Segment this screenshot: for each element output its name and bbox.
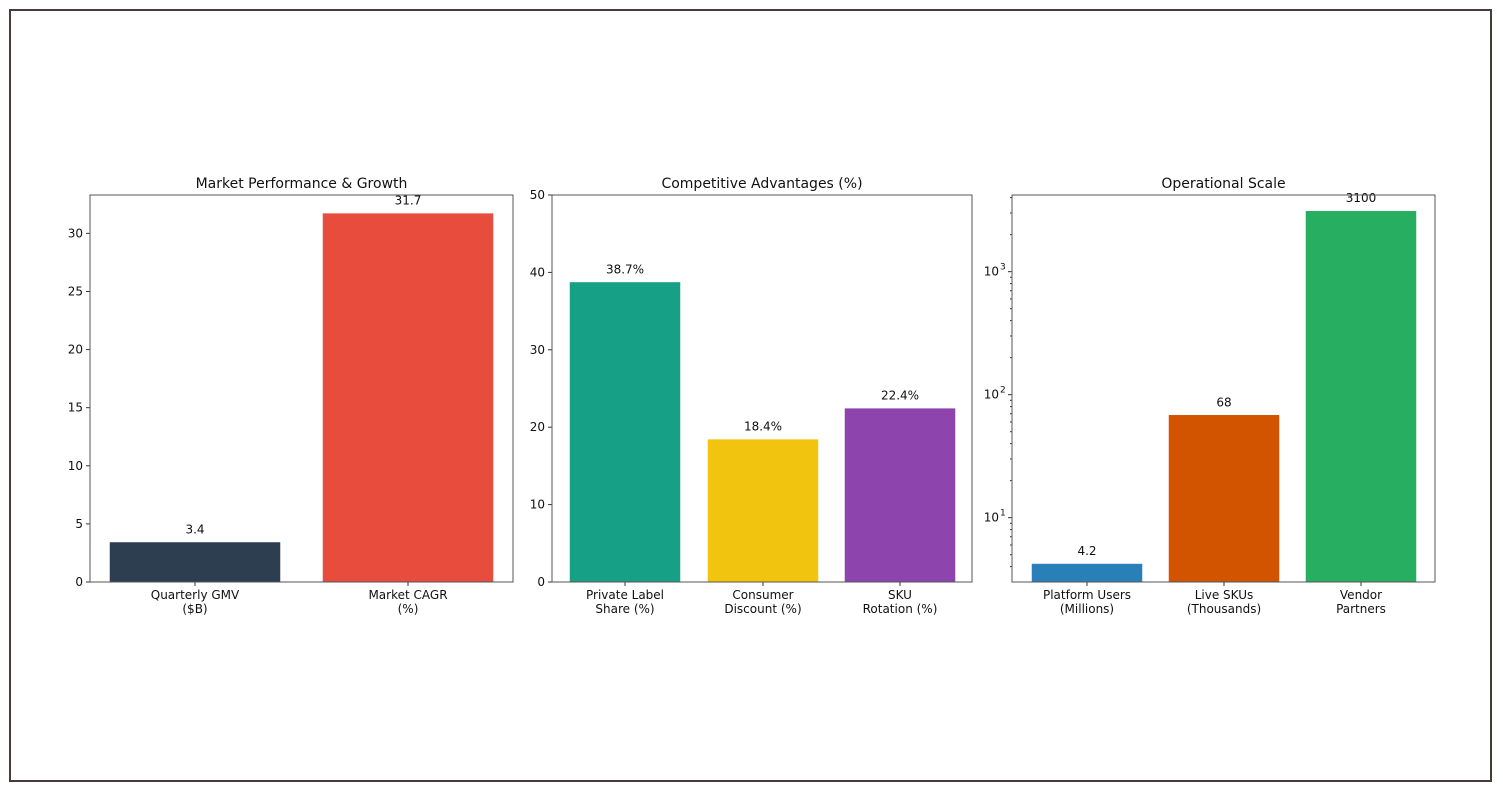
x-tick-label: SKU: [888, 588, 912, 602]
bar-value-label: 18.4%: [744, 420, 782, 434]
y-tick-label: 20: [530, 420, 545, 434]
y-tick-label: 50: [530, 188, 545, 202]
bar-value-label: 38.7%: [606, 262, 644, 276]
y-tick-label: 10: [984, 511, 999, 525]
y-tick-label: 15: [68, 401, 83, 415]
y-tick-exponent: 1: [1000, 509, 1006, 519]
chart-title: Market Performance & Growth: [196, 176, 408, 192]
x-tick-label: (Millions): [1060, 602, 1114, 616]
x-tick-label: Rotation (%): [863, 602, 938, 616]
y-tick-exponent: 3: [1000, 263, 1006, 273]
bar: [1168, 415, 1280, 583]
plot-area-frame: [551, 194, 973, 583]
x-tick-label: Platform Users: [1043, 588, 1131, 602]
y-tick-label: 5: [75, 517, 83, 531]
x-tick-label: Consumer: [732, 588, 793, 602]
y-tick-label: 10: [68, 459, 83, 473]
bar-value-label: 3100: [1346, 191, 1377, 205]
bar: [707, 439, 819, 583]
x-tick-label: Market CAGR: [368, 588, 447, 602]
bar: [569, 282, 681, 583]
bar-value-label: 31.7: [395, 194, 422, 208]
bar: [109, 542, 281, 583]
x-tick-label: Partners: [1336, 602, 1386, 616]
figure-frame: [9, 9, 1492, 782]
x-tick-label: Quarterly GMV: [151, 588, 240, 602]
x-tick-label: Share (%): [595, 602, 654, 616]
y-tick-label: 0: [537, 575, 545, 589]
bar: [1031, 563, 1143, 583]
y-tick-label: 0: [75, 575, 83, 589]
x-tick-label: Live SKUs: [1195, 588, 1254, 602]
x-tick-label: Discount (%): [724, 602, 801, 616]
y-tick-label: 25: [68, 284, 83, 298]
bar-value-label: 3.4: [185, 522, 204, 536]
x-tick-label: Vendor: [1340, 588, 1382, 602]
bar-value-label: 68: [1216, 395, 1231, 409]
x-tick-label: Private Label: [586, 588, 664, 602]
bar-value-label: 4.2: [1077, 544, 1096, 558]
y-tick-label: 40: [530, 265, 545, 279]
x-tick-label: (%): [398, 602, 419, 616]
y-tick-label: 10: [530, 498, 545, 512]
y-tick-label: 10: [984, 388, 999, 402]
bar: [844, 408, 956, 583]
chart-title: Operational Scale: [1161, 176, 1285, 192]
x-tick-label: ($B): [182, 602, 207, 616]
plot-area-frame: [1011, 194, 1436, 583]
plot-area-frame: [89, 194, 514, 583]
bar: [322, 213, 494, 583]
y-tick-label: 30: [68, 226, 83, 240]
chart-panel-3: Operational Scale 4.2 Platform Users(Milli…: [984, 176, 1436, 616]
bar: [1305, 210, 1417, 583]
x-tick-label: (Thousands): [1187, 602, 1261, 616]
y-tick-label: 30: [530, 343, 545, 357]
bar-value-label: 22.4%: [881, 389, 919, 403]
y-tick-exponent: 2: [1000, 386, 1006, 396]
chart-title: Competitive Advantages (%): [661, 176, 862, 192]
y-tick-label: 10: [984, 265, 999, 279]
chart-panel-1: Market Performance & Growth 3.4 Quarterly …: [68, 176, 514, 616]
y-tick-label: 20: [68, 343, 83, 357]
chart-panel-2: Competitive Advantages (%) 38.7% Private L…: [530, 176, 973, 616]
